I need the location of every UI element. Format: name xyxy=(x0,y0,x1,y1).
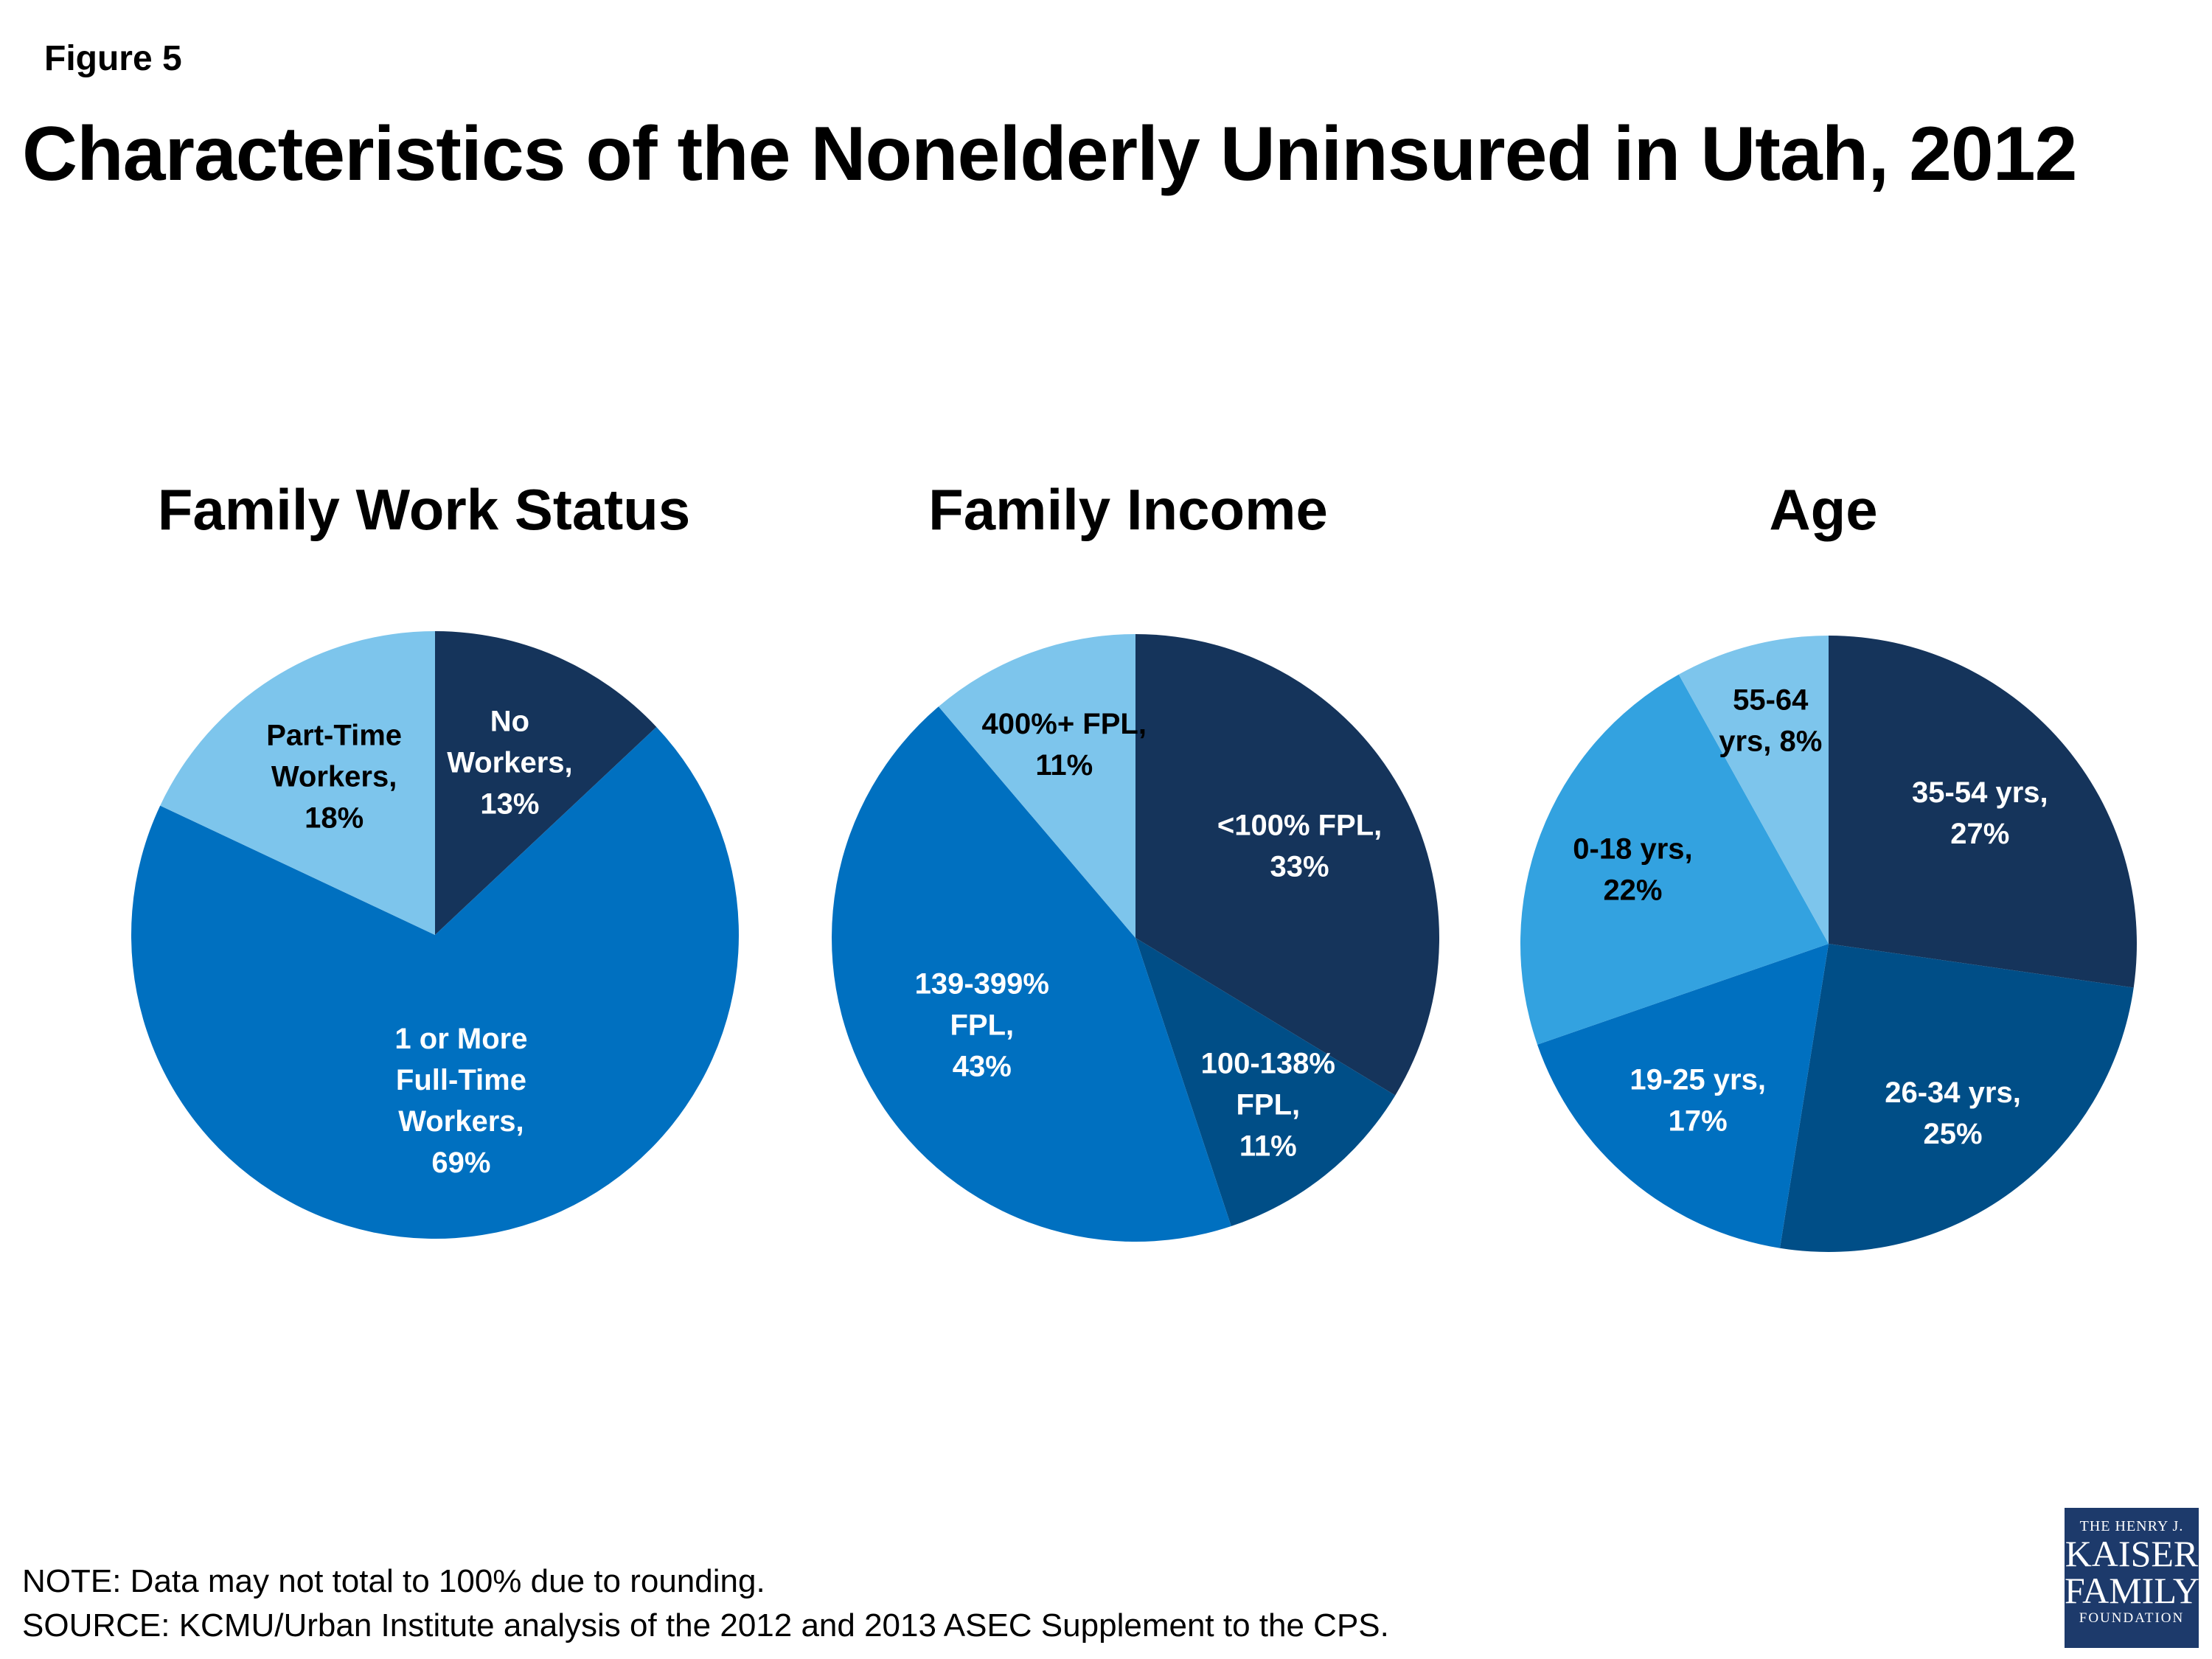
pie-slice-family-income-1 xyxy=(1135,938,1396,1227)
slice-label-family-income-3: 400%+ FPL, 11% xyxy=(982,708,1147,782)
slice-label-family-work-status-2: Part-Time Workers, 18% xyxy=(266,719,402,834)
pie-slice-age-1 xyxy=(1779,944,2134,1252)
labels-family-work-status: No Workers, 13% 1 or More Full-Time Workers, 6… xyxy=(266,706,572,1179)
logo-line-3: FAMILY xyxy=(2065,1570,2199,1611)
slice-label-age-4: 55-64 yrs, 8% xyxy=(1719,684,1822,758)
labels-family-income: <100% FPL, 33% 100-138% FPL, 11% 139-399% FPL,… xyxy=(915,708,1382,1162)
pie-chart-age: Age 35-54 yrs, 27% 26-34 yrs, 25% 19-25 yrs,… xyxy=(1520,477,2137,1252)
pie-slice-family-work-status-0 xyxy=(435,631,657,935)
labels-age: 35-54 yrs, 27% 26-34 yrs, 25% 19-25 yrs, 17% 0… xyxy=(1573,684,2048,1150)
chart-title-family-income: Family Income xyxy=(928,477,1328,542)
pie-chart-family-income: Family Income <100% FPL, 33% 100-138% FPL, 1… xyxy=(831,477,1440,1242)
kaiser-family-foundation-logo: THE HENRY J. KAISER FAMILY FOUNDATION xyxy=(2065,1508,2199,1648)
figure-label: Figure 5 xyxy=(44,39,182,78)
slices-family-work-status xyxy=(131,631,739,1239)
note-text: NOTE: Data may not total to 100% due to … xyxy=(22,1563,765,1599)
slices-family-income xyxy=(831,634,1440,1242)
pie-slice-family-income-0 xyxy=(1135,634,1440,1096)
pie-chart-family-work-status: Family Work Status No Workers, 13% 1 or Mor… xyxy=(131,477,739,1239)
pie-slice-family-income-3 xyxy=(938,634,1135,938)
chart-title-age: Age xyxy=(1769,477,1877,542)
logo-line-1: THE HENRY J. xyxy=(2079,1518,2184,1534)
slice-label-family-income-1: 100-138% FPL, 11% xyxy=(1201,1047,1335,1162)
slice-label-family-work-status-1: 1 or More Full-Time Workers, 69% xyxy=(394,1023,527,1179)
pie-slice-age-3 xyxy=(1520,674,1829,1045)
logo-line-2: KAISER xyxy=(2065,1533,2199,1574)
chart-title-family-work-status: Family Work Status xyxy=(158,477,690,542)
slice-label-age-2: 19-25 yrs, 17% xyxy=(1630,1063,1766,1137)
pie-slice-family-work-status-1 xyxy=(131,726,739,1239)
logo-line-4: FOUNDATION xyxy=(2079,1610,2185,1626)
slice-label-age-0: 35-54 yrs, 27% xyxy=(1912,776,2048,850)
pie-slice-age-4 xyxy=(1678,636,1829,944)
pie-slice-age-2 xyxy=(1537,944,1829,1248)
slices-age xyxy=(1520,636,2137,1252)
page-title: Characteristics of the Nonelderly Uninsu… xyxy=(22,111,2077,197)
slice-label-family-work-status-0: No Workers, 13% xyxy=(447,706,572,821)
slice-label-age-3: 0-18 yrs, 22% xyxy=(1573,833,1692,907)
pie-slice-age-0 xyxy=(1829,636,2137,988)
slice-label-family-income-0: <100% FPL, 33% xyxy=(1217,810,1382,883)
source-text: SOURCE: KCMU/Urban Institute analysis of… xyxy=(22,1607,1389,1644)
slice-label-age-1: 26-34 yrs, 25% xyxy=(1885,1077,2021,1150)
pie-slice-family-income-2 xyxy=(831,706,1231,1242)
slice-label-family-income-2: 139-399% FPL, 43% xyxy=(915,967,1049,1082)
pie-slice-family-work-status-2 xyxy=(160,631,436,935)
